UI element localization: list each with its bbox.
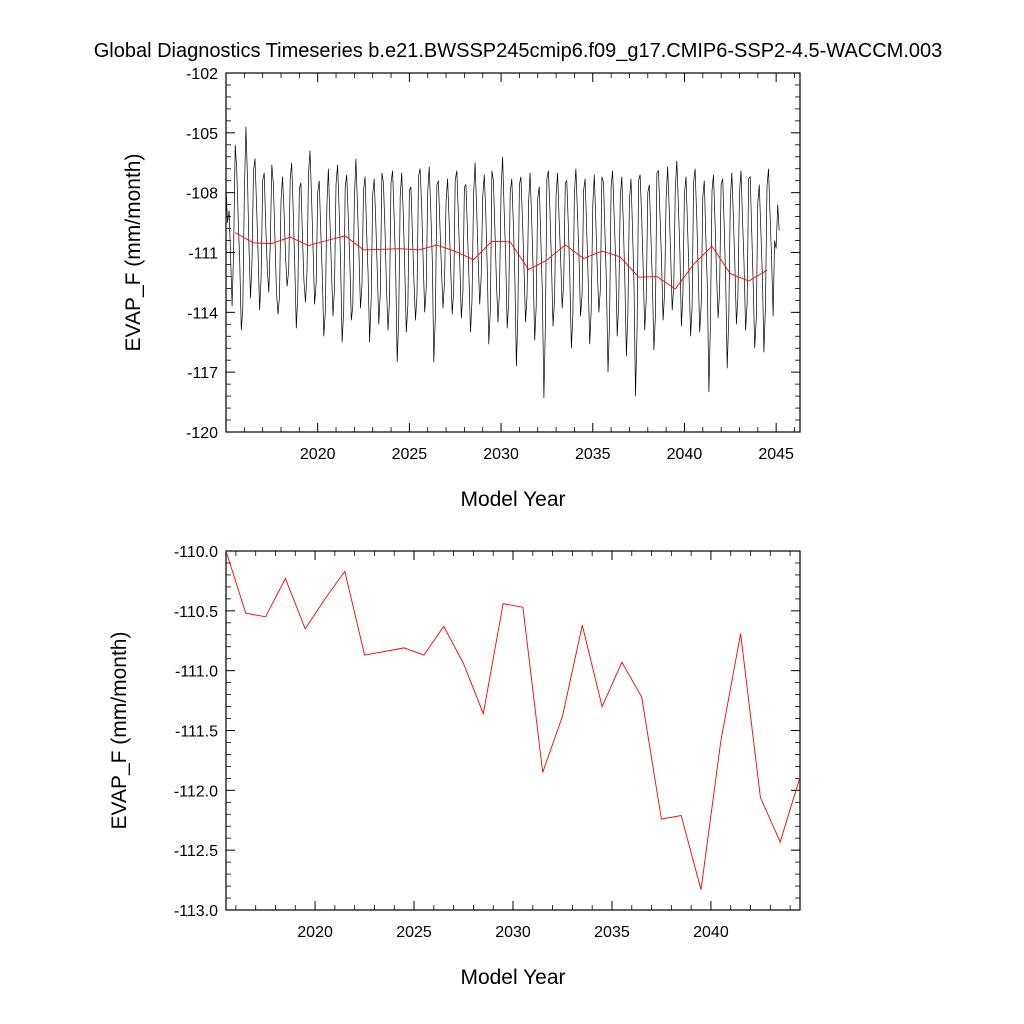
annual-mean-series-line [234,232,768,290]
x-tick-label: 2045 [758,446,794,463]
plot-frame [225,72,801,433]
y-tick-label: -113.0 [174,903,218,920]
x-tick-label: 2030 [483,446,519,463]
monthly-series-line [226,126,780,399]
chart-title: Global Diagnostics Timeseries b.e21.BWSS… [94,40,943,62]
y-axis-label: EVAP_F (mm/month) [108,632,131,830]
x-tick-label: 2020 [300,446,336,463]
x-tick-label: 2025 [396,924,432,941]
y-tick-label: -112.5 [174,843,218,860]
x-tick-label: 2025 [392,446,428,463]
plot-frame [225,550,801,911]
y-tick-label: -108 [186,186,218,203]
x-tick-label: 2030 [495,924,531,941]
x-tick-label: 2040 [667,446,703,463]
y-tick-label: -111 [188,246,218,263]
y-tick-label: -120 [186,425,218,442]
y-axis-label: EVAP_F (mm/month) [122,154,145,352]
y-tick-label: -111.5 [175,724,218,741]
x-axis-label: Model Year [460,966,565,989]
x-tick-label: 2020 [297,924,333,941]
x-tick-label: 2040 [693,924,729,941]
top-panel: -102 -105 -108 -111 -114 -117 -120 2020 2025 2030… [122,66,801,511]
y-tick-label: -102 [186,66,218,83]
y-tick-label: -114 [187,305,218,322]
annual-mean-series-line [226,551,800,890]
y-tick-label: -110.0 [174,544,218,561]
x-tick-label: 2035 [575,446,611,463]
x-axis-label: Model Year [460,488,565,511]
y-tick-label: -117 [187,365,218,382]
y-tick-label: -110.5 [174,604,218,621]
y-tick-label: -105 [186,126,218,143]
bottom-panel: -110.0 -110.5 -111.0 -111.5 -112.0 -112.5 -113… [108,544,801,989]
x-tick-label: 2035 [594,924,630,941]
y-tick-label: -112.0 [174,783,218,800]
y-tick-label: -111.0 [175,664,218,681]
